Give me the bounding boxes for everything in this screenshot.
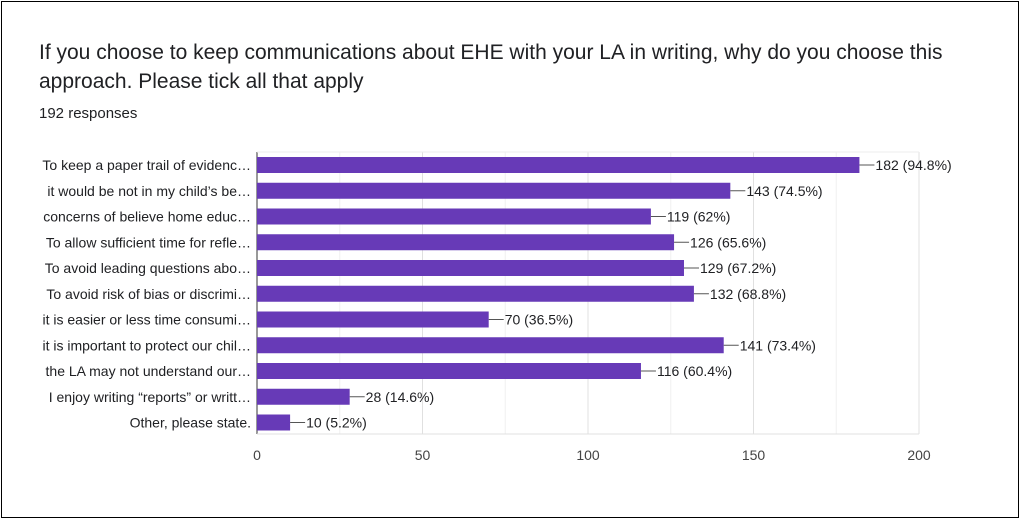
category-label: concerns of believe home educ… <box>43 209 251 225</box>
category-label: I enjoy writing “reports” or writt… <box>49 389 251 405</box>
value-label: 116 (60.4%) <box>657 363 732 379</box>
x-tick-label: 50 <box>415 447 431 463</box>
x-tick-label: 200 <box>907 447 931 463</box>
bar[interactable] <box>257 311 489 328</box>
x-tick-label: 100 <box>576 447 600 463</box>
bar[interactable] <box>257 388 350 405</box>
bar[interactable] <box>257 260 684 276</box>
category-label: it is easier or less time consumi… <box>42 312 251 328</box>
bar[interactable] <box>257 337 724 354</box>
category-label: it is important to protect our chil… <box>42 337 251 353</box>
category-label: To avoid leading questions abo… <box>45 260 251 276</box>
bar[interactable] <box>257 234 675 251</box>
value-label: 70 (36.5%) <box>505 312 573 328</box>
response-count: 192 responses <box>39 105 138 122</box>
value-label: 143 (74.5%) <box>746 183 822 199</box>
x-tick-label: 0 <box>253 447 261 463</box>
category-label: To allow sufficient time for refle… <box>46 234 251 250</box>
value-label: 119 (62%) <box>667 209 731 225</box>
value-label: 10 (5.2%) <box>306 415 367 431</box>
category-label: it would be not in my child’s be… <box>47 183 251 199</box>
category-label: To keep a paper trail of evidenc… <box>42 157 251 173</box>
category-label: To avoid risk of bias or discrimi… <box>46 286 251 302</box>
bar[interactable] <box>257 157 860 173</box>
value-label: 182 (94.8%) <box>875 157 951 173</box>
value-label: 132 (68.8%) <box>710 286 786 302</box>
chart-title: If you choose to keep communications abo… <box>39 41 943 93</box>
bar[interactable] <box>257 285 694 302</box>
bar[interactable] <box>257 208 651 225</box>
value-label: 28 (14.6%) <box>366 389 434 405</box>
bar[interactable] <box>257 182 731 199</box>
value-label: 126 (65.6%) <box>690 234 766 250</box>
bar[interactable] <box>257 363 641 379</box>
category-label: the LA may not understand our… <box>46 363 251 379</box>
value-label: 141 (73.4%) <box>740 337 816 353</box>
category-label: Other, please state. <box>130 415 251 431</box>
bar[interactable] <box>257 414 291 431</box>
value-label: 129 (67.2%) <box>700 260 776 276</box>
x-tick-label: 150 <box>742 447 766 463</box>
